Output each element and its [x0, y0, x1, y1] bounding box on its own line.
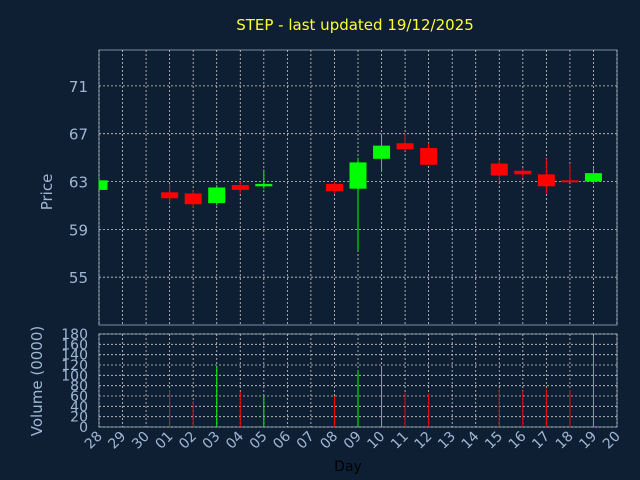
- x-tick-label: 13: [435, 429, 459, 453]
- candle-body: [325, 183, 343, 192]
- volume-bars: [169, 336, 594, 427]
- candle-body: [584, 173, 602, 182]
- volume-y-tick-label: 120: [61, 358, 88, 374]
- x-tick-label: 01: [153, 429, 177, 453]
- volume-y-tick-label: 140: [61, 348, 88, 364]
- volume-y-tick-label: 100: [61, 368, 88, 384]
- candle-body: [184, 193, 202, 205]
- candle-body: [561, 180, 579, 183]
- x-tick-label: 06: [270, 428, 294, 452]
- candle-body: [231, 185, 249, 190]
- x-tick-label: 20: [600, 429, 624, 453]
- x-tick-label: 07: [294, 429, 318, 453]
- x-tick-label: 18: [553, 429, 577, 453]
- volume-y-tick-label: 180: [61, 327, 88, 343]
- x-tick-label: 16: [506, 428, 530, 452]
- x-tick-label: 04: [223, 428, 247, 452]
- price-y-tick-label: 63: [69, 174, 88, 192]
- price-grid: [98, 50, 618, 325]
- x-tick-label: 12: [412, 429, 436, 453]
- x-tick-label: 10: [364, 429, 388, 453]
- x-tick-label: 30: [129, 429, 153, 453]
- price-y-tick-label: 55: [69, 269, 88, 287]
- candle-body: [373, 145, 391, 159]
- price-y-tick-label: 71: [69, 78, 88, 96]
- volume-y-tick-label: 60: [70, 389, 88, 405]
- price-axis-label: Price: [38, 174, 56, 211]
- x-tick-label: 29: [105, 429, 129, 453]
- volume-y-tick-label: 0: [79, 420, 88, 436]
- price-y-tick-label: 67: [69, 126, 88, 144]
- x-ticks: 28 29 30 01 02 03 04 05 06 07 08 09 10 11 12 13 14 15 16 17…: [82, 428, 624, 452]
- price-y-tick-label: 59: [69, 221, 88, 239]
- x-tick-label: 02: [176, 429, 200, 453]
- candle-body: [208, 187, 226, 204]
- chart-title: STEP - last updated 19/12/2025: [236, 16, 474, 34]
- candle-body: [396, 143, 414, 150]
- candle-body: [490, 163, 508, 176]
- candle-body: [161, 192, 179, 199]
- x-tick-label: 09: [341, 429, 365, 453]
- x-axis-label: Day: [334, 459, 362, 475]
- candle-body: [537, 174, 555, 187]
- volume-axis-label: Volume (0000): [28, 326, 46, 436]
- x-tick-label: 17: [529, 429, 553, 453]
- volume-y-tick-label: 20: [70, 410, 88, 426]
- x-tick-label: 11: [388, 429, 412, 453]
- x-tick-label: 14: [459, 428, 483, 452]
- candle-body: [99, 180, 108, 190]
- candles: [98, 133, 602, 251]
- x-tick-label: 03: [200, 429, 224, 453]
- volume-y-tick-label: 160: [61, 337, 88, 353]
- x-tick-label: 08: [317, 429, 341, 453]
- volume-y-tick-label: 80: [70, 379, 88, 395]
- candle-body: [349, 162, 367, 189]
- x-tick-label: 05: [247, 429, 271, 453]
- price-y-ticks: 55 59 63 67 71: [69, 78, 88, 287]
- x-tick-label: 19: [576, 429, 600, 453]
- x-tick-label: 15: [482, 429, 506, 453]
- candle-body: [514, 170, 532, 175]
- volume-y-tick-label: 40: [70, 399, 88, 415]
- candle-body: [255, 183, 273, 187]
- candle-body: [420, 148, 438, 165]
